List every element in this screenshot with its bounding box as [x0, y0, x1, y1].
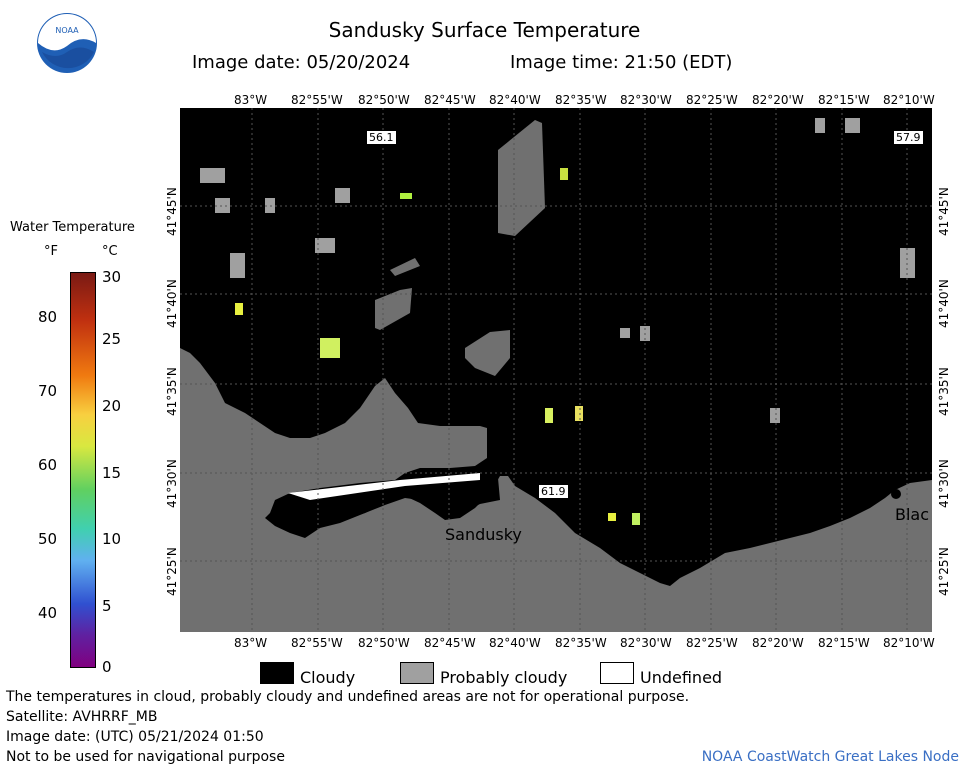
top-lon-tick: 82°35'W [555, 93, 607, 107]
utc-date-text: Image date: (UTC) 05/21/2024 01:50 [6, 729, 264, 745]
disclaimer-text: The temperatures in cloud, probably clou… [6, 689, 690, 705]
land-area [180, 348, 932, 632]
legend-cloudy-label: Cloudy [300, 668, 356, 687]
temp-label: 61.9 [538, 484, 569, 499]
colorbar-f-tick: 80 [38, 308, 58, 326]
top-lon-tick: 82°45'W [424, 93, 476, 107]
colorbar-f-tick: 70 [38, 382, 58, 400]
warm-pixels [235, 168, 640, 525]
navigation-warning: Not to be used for navigational purpose [6, 749, 285, 765]
bottom-lon-tick: 82°25'W [686, 636, 738, 650]
colorbar-unit-c: °C [102, 244, 118, 259]
lat-lon-grid [180, 108, 932, 632]
top-lon-tick: 83°W [234, 93, 268, 107]
top-lon-tick: 82°15'W [818, 93, 870, 107]
legend-undefined-swatch [600, 662, 634, 684]
image-date: Image date: 05/20/2024 [192, 52, 411, 73]
right-lat-tick: 41°40'N [937, 279, 951, 328]
right-lat-tick: 41°25'N [937, 547, 951, 596]
top-lon-tick: 82°10'W [883, 93, 935, 107]
left-lat-tick: 41°35'N [165, 367, 179, 416]
noaa-logo: NOAA [37, 13, 97, 73]
bottom-lon-tick: 82°45'W [424, 636, 476, 650]
colorbar [70, 272, 96, 668]
legend-probably-cloudy-swatch [400, 662, 434, 684]
bottom-lon-tick: 83°W [234, 636, 268, 650]
bottom-lon-tick: 82°40'W [489, 636, 541, 650]
colorbar-title: Water Temperature [10, 220, 135, 235]
top-lon-tick: 82°40'W [489, 93, 541, 107]
page-title: Sandusky Surface Temperature [328, 18, 641, 42]
colorbar-f-tick: 50 [38, 530, 58, 548]
bottom-lon-tick: 82°10'W [883, 636, 935, 650]
colorbar-f-tick: 60 [38, 456, 58, 474]
image-time: Image time: 21:50 (EDT) [510, 52, 733, 73]
bottom-lon-tick: 82°20'W [752, 636, 804, 650]
bottom-lon-tick: 82°55'W [291, 636, 343, 650]
satellite-text: Satellite: AVHRRF_MB [6, 709, 158, 725]
city-label-black-river: Blac [895, 505, 930, 524]
left-lat-tick: 41°30'N [165, 459, 179, 508]
top-lon-tick: 82°30'W [620, 93, 672, 107]
sandusky-bay [272, 470, 500, 534]
left-lat-tick: 41°25'N [165, 547, 179, 596]
legend-probably-cloudy-label: Probably cloudy [440, 668, 568, 687]
left-lat-tick: 41°40'N [165, 279, 179, 328]
city-marker [891, 489, 901, 499]
colorbar-c-tick: 10 [102, 530, 122, 548]
colorbar-c-tick: 15 [102, 464, 122, 482]
temperature-map [180, 108, 932, 632]
colorbar-unit-f: °F [44, 244, 58, 259]
colorbar-c-tick: 25 [102, 330, 122, 348]
bottom-lon-tick: 82°15'W [818, 636, 870, 650]
colorbar-c-tick: 30 [102, 268, 122, 286]
city-label-sandusky: Sandusky [445, 525, 522, 544]
bottom-lon-tick: 82°35'W [555, 636, 607, 650]
colorbar-c-tick: 20 [102, 397, 122, 415]
right-lat-tick: 41°45'N [937, 187, 951, 236]
bottom-lon-tick: 82°50'W [358, 636, 410, 650]
top-lon-tick: 82°25'W [686, 93, 738, 107]
bottom-lon-tick: 82°30'W [620, 636, 672, 650]
colorbar-c-tick: 0 [102, 658, 112, 676]
noaa-logo-text: NOAA [55, 26, 79, 35]
colorbar-f-tick: 40 [38, 604, 58, 622]
top-lon-tick: 82°20'W [752, 93, 804, 107]
right-lat-tick: 41°30'N [937, 459, 951, 508]
temp-label: 56.1 [366, 130, 397, 145]
colorbar-c-tick: 5 [102, 597, 112, 615]
left-lat-tick: 41°45'N [165, 187, 179, 236]
top-lon-tick: 82°55'W [291, 93, 343, 107]
probably-cloudy-patches [375, 120, 545, 376]
temp-label: 57.9 [893, 130, 924, 145]
undefined-edge [288, 473, 480, 500]
legend-cloudy-swatch [260, 662, 294, 684]
top-lon-tick: 82°50'W [358, 93, 410, 107]
legend-undefined-label: Undefined [640, 668, 723, 687]
right-lat-tick: 41°35'N [937, 367, 951, 416]
credit-link[interactable]: NOAA CoastWatch Great Lakes Node [701, 749, 959, 765]
